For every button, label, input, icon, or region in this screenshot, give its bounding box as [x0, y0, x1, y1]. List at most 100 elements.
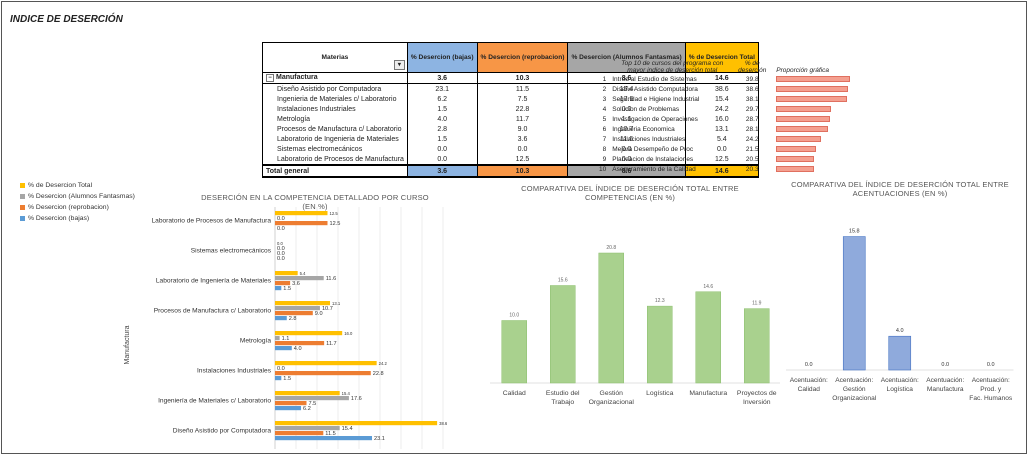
top10-row: 4 Solucion de Problemas 29.7	[597, 104, 852, 114]
bar	[275, 286, 282, 291]
bar	[647, 305, 673, 384]
category-label: Sistemas electromecánicos	[191, 248, 272, 255]
chart1-title: DESERCIÓN EN LA COMPETENCIA DETALLADO PO…	[201, 193, 429, 211]
chart3-title: COMPARATIVA DEL ÍNDICE DE DESERCIÓN TOTA…	[791, 180, 1009, 198]
category-label: Calidad	[798, 386, 821, 393]
top10-row: 9 Planeacion de Instalaciones 20.5	[597, 154, 852, 164]
group-axis-label: Manufactura	[124, 325, 131, 364]
pivot-row: Instalaciones Industriales 1.5 22.8 0.0 24.2	[262, 104, 759, 114]
category-label: Inversión	[743, 399, 771, 406]
bar	[275, 331, 343, 336]
data-label: 1.5	[283, 286, 291, 292]
top10-bar	[776, 145, 817, 152]
category-label: Estudio del	[546, 390, 580, 397]
category-label: Laboratorio de Ingeniería de Materiales	[156, 278, 272, 285]
data-label: 1.1	[282, 336, 290, 342]
top10-row: 3 Seguridad e Higiene Industrial 38.1	[597, 94, 852, 104]
bar	[275, 346, 292, 351]
data-label: 14.6	[703, 284, 713, 290]
bar	[275, 276, 324, 281]
category-label: Acentuación:	[790, 377, 828, 384]
category-label: Manufactura	[927, 386, 964, 393]
data-label: 23.1	[374, 436, 385, 442]
top10-row: 5 Investigacion de Operaciones 28.7	[597, 114, 852, 124]
bar	[275, 406, 302, 411]
data-label: 11.7	[326, 341, 336, 347]
legend-item-reprobacion[interactable]: % Desercion (reprobacion)	[20, 202, 135, 213]
category-label: Acentuación:	[881, 377, 919, 384]
category-label: Acentuación:	[972, 377, 1010, 384]
pivot-group-row[interactable]: − Manufactura 3.6 10.3 8.6 14.6	[262, 72, 759, 84]
chart2-competencias: 10.0 Calidad 15.6 Estudio del Trabajo 20.8 Ges…	[490, 245, 780, 406]
data-label: 0.0	[987, 362, 995, 368]
category-label: Organizacional	[589, 399, 635, 406]
top10-table: Top 10 de cursos del programa con mayor …	[597, 52, 852, 174]
top10-bar	[776, 135, 822, 142]
bar	[275, 221, 328, 226]
pivot-total-row: Total general 3.6 10.3 8.6 14.6	[262, 164, 759, 178]
data-label: 12.3	[655, 298, 665, 304]
data-label: 16.0	[344, 331, 353, 336]
pivot-row: Sistemas electromecánicos 0.0 0.0 0.0 0.0	[262, 144, 759, 154]
top10-bar	[776, 105, 832, 112]
data-label: 1.5	[283, 376, 291, 382]
category-label: Logística	[646, 390, 673, 397]
pivot-row: Procesos de Manufactura c/ Laboratorio 2.…	[262, 124, 759, 134]
chart-legend: % de Desercion Total % Desercion (Alumno…	[20, 180, 135, 224]
bar	[275, 376, 282, 381]
data-label: 0.0	[277, 251, 285, 257]
data-label: 15.8	[849, 229, 860, 235]
pivot-header-fantasmas: % Desercion (Alumnos Fantasmas)	[567, 42, 686, 73]
data-label: 11.9	[752, 301, 762, 307]
category-label: Calidad	[503, 390, 526, 397]
pivot-row: Laboratorio de Ingenieria de Materiales 1…	[262, 134, 759, 144]
bar	[501, 320, 527, 384]
legend-item-fantasmas[interactable]: % Desercion (Alumnos Fantasmas)	[20, 191, 135, 202]
data-label: 11.6	[326, 276, 336, 282]
bar	[275, 271, 298, 276]
category-label: Instalaciones Industriales	[197, 368, 272, 375]
data-label: 6.2	[303, 406, 311, 412]
bar	[275, 391, 340, 396]
data-label: 15.4	[342, 426, 353, 432]
bar	[275, 361, 377, 366]
data-label: 38.6	[439, 421, 448, 426]
bar	[888, 335, 912, 371]
category-label: Fac. Humanos	[969, 395, 1013, 402]
data-label: 0.0	[277, 366, 285, 372]
bar	[275, 371, 371, 376]
legend-item-bajas[interactable]: % Desercion (bajas)	[20, 213, 135, 224]
data-label: 5.4	[300, 271, 306, 276]
data-label: 22.8	[373, 371, 384, 377]
top10-row: 6 Ingenieria Economica 28.1	[597, 124, 852, 134]
category-label: Gestión	[843, 386, 866, 393]
data-label: 12.5	[330, 211, 339, 216]
top10-bar	[776, 85, 848, 92]
bar	[550, 285, 576, 384]
data-label: 0.0	[277, 216, 285, 222]
bar	[275, 311, 313, 316]
data-label: 0.0	[805, 362, 813, 368]
chart2-title: COMPARATIVA DEL ÍNDICE DE DESERCIÓN TOTA…	[521, 184, 739, 202]
pivot-row: Ingenieria de Materiales c/ Laboratorio 6…	[262, 94, 759, 104]
filter-icon[interactable]: ▾	[393, 60, 405, 70]
bar	[744, 308, 770, 384]
data-label: 10.0	[509, 313, 519, 319]
data-label: 4.0	[896, 328, 904, 334]
data-label: 17.6	[351, 396, 362, 402]
category-label: Logística	[887, 386, 914, 393]
pivot-header-materias[interactable]: Materias ▾	[262, 42, 408, 73]
legend-item-total[interactable]: % de Desercion Total	[20, 180, 135, 191]
bar	[275, 316, 287, 321]
data-label: 11.5	[325, 431, 335, 437]
category-label: Manufactura	[689, 390, 727, 397]
data-label: 0.0	[277, 241, 283, 246]
data-label: 4.0	[294, 346, 302, 352]
collapse-icon[interactable]: −	[266, 74, 274, 82]
top10-pct-header: % de deserción	[738, 60, 767, 74]
category-label: Metrología	[240, 338, 271, 345]
bar	[275, 306, 320, 311]
chart3-acentuaciones: 0.0 Acentuación: Calidad 15.8 Acentuación: Ge…	[786, 229, 1014, 402]
category-label: Acentuación:	[835, 377, 873, 384]
